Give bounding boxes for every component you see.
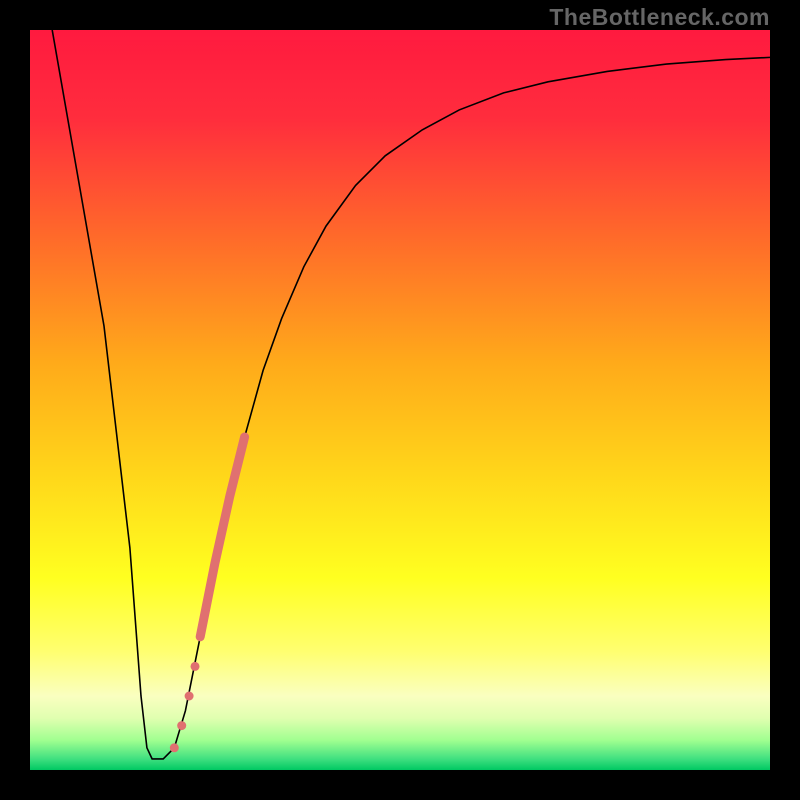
highlight-dot [177, 721, 186, 730]
highlight-dot [170, 743, 179, 752]
highlight-dot [191, 662, 200, 671]
watermark-text: TheBottleneck.com [549, 4, 770, 31]
highlight-dot [185, 692, 194, 701]
gradient-background [30, 30, 770, 770]
chart-root: TheBottleneck.com [0, 0, 800, 800]
plot-area [30, 30, 770, 770]
